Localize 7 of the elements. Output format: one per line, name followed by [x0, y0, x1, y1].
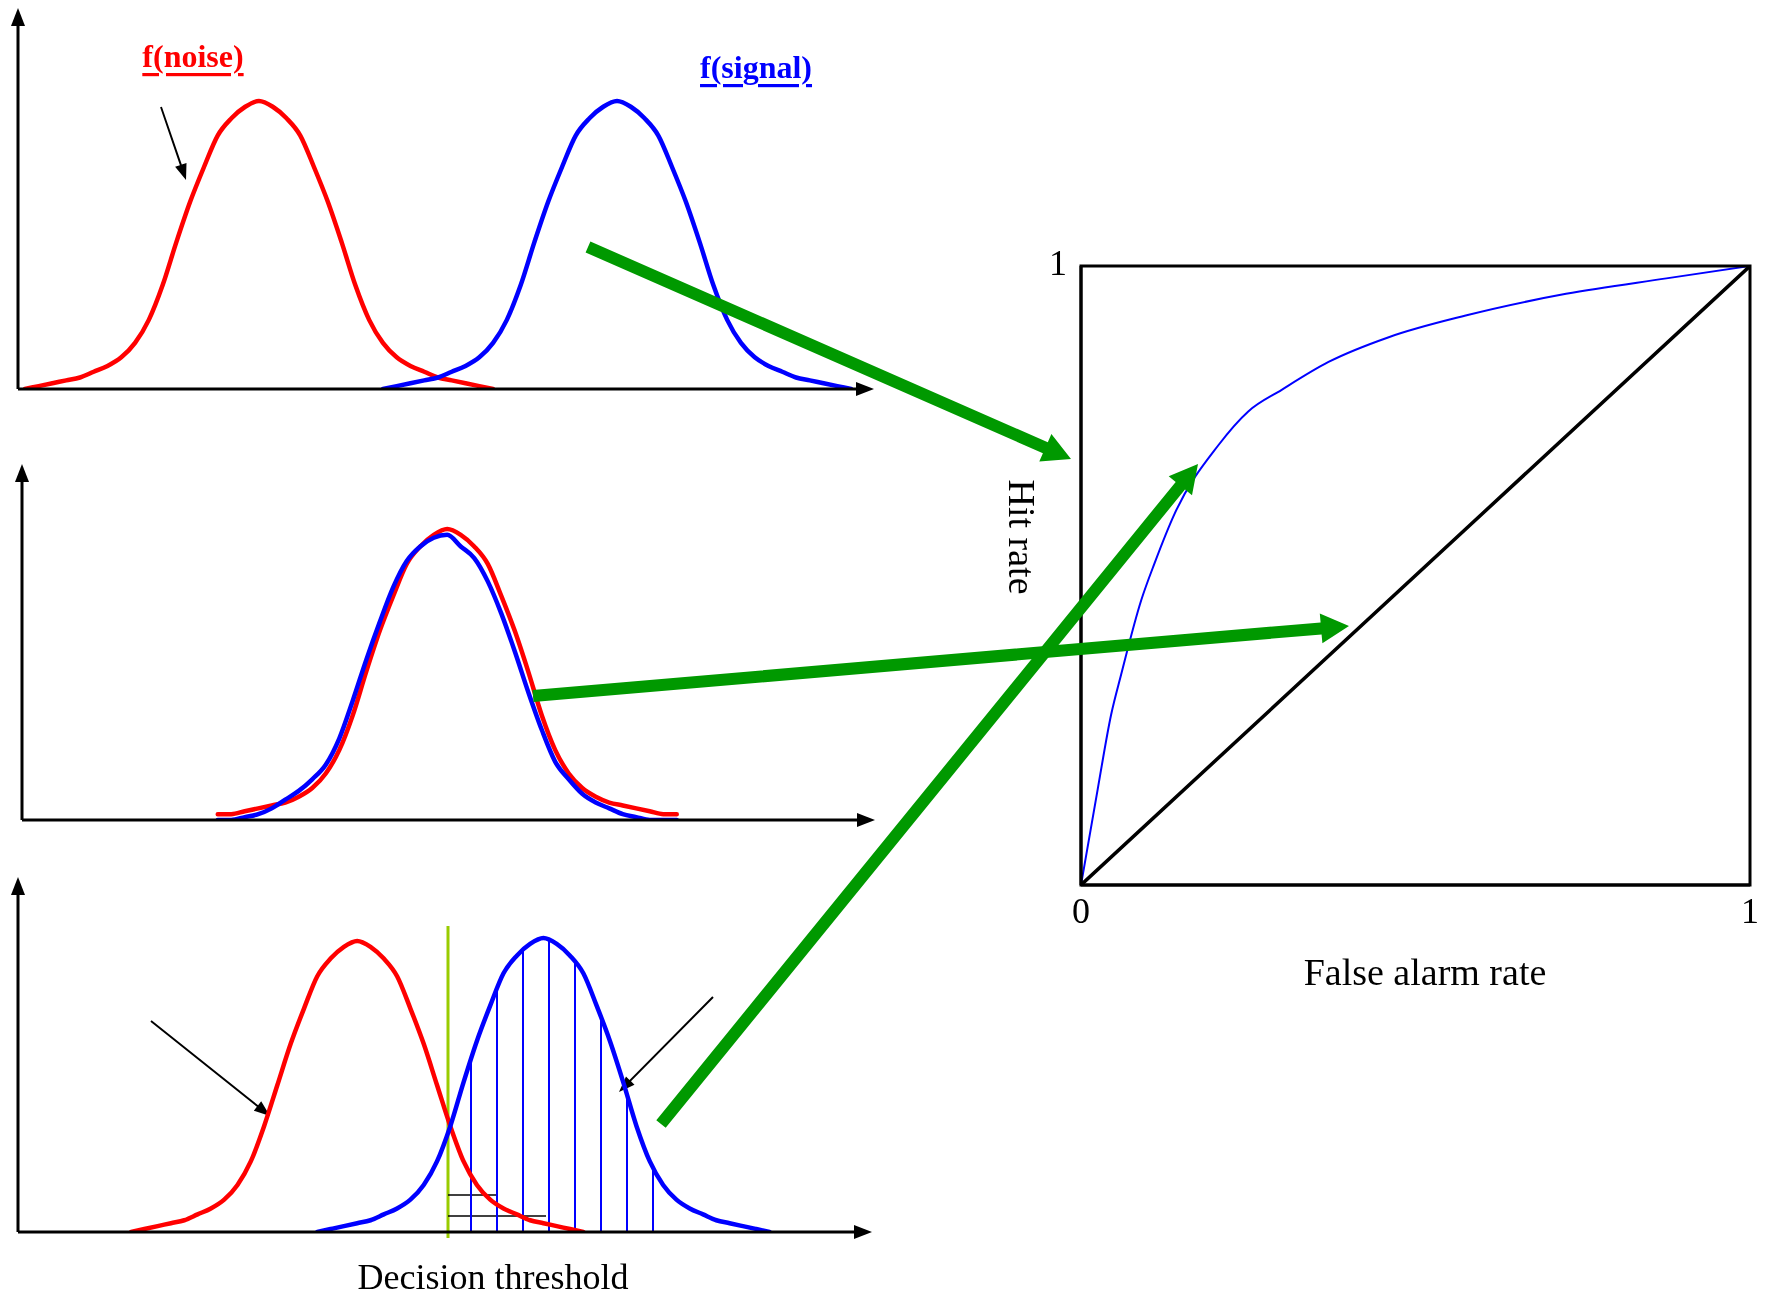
- x-axis-title: False alarm rate: [1303, 951, 1547, 993]
- series-label: f(noise): [142, 38, 244, 74]
- text: Decision threshold: [357, 1257, 629, 1297]
- text: 1: [1049, 243, 1067, 283]
- y-axis-title: Hit rate: [1001, 479, 1043, 595]
- x-tick-label: 0: [1072, 891, 1090, 931]
- series-label: f(signal): [700, 49, 813, 85]
